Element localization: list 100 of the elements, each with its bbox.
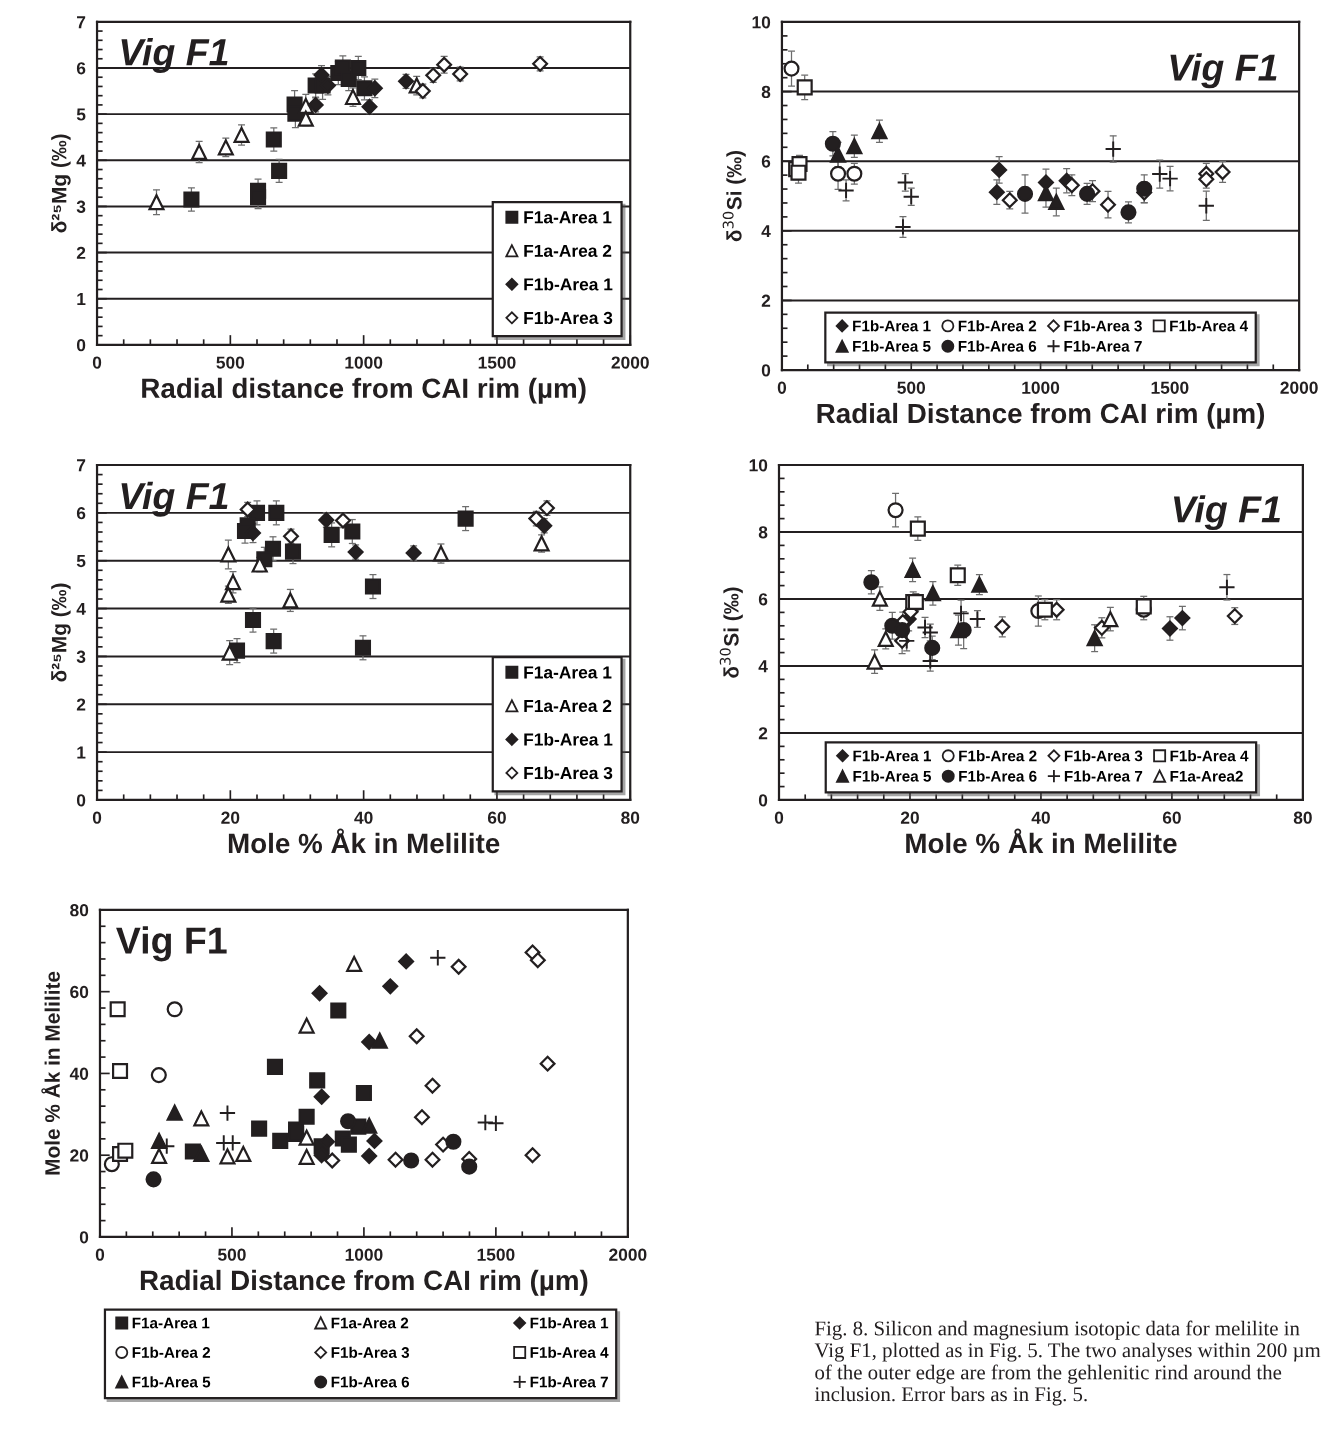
x-tick-label: 60 (487, 811, 506, 824)
x-tick-label: 0 (95, 1248, 105, 1261)
legend-label: F1b-Area 6 (331, 1376, 410, 1388)
y-tick-label: 8 (761, 85, 771, 99)
x-tick-label: 40 (1031, 811, 1050, 824)
text: Vig F1 (1173, 495, 1280, 531)
y-tick-label: 2 (761, 294, 771, 307)
y-tick-label: 7 (77, 459, 86, 472)
y-tick-label: 2 (76, 246, 86, 259)
legend-label: F1b-Area 7 (1064, 340, 1142, 352)
x-tick-label: 60 (1162, 811, 1181, 824)
x-tick-label: 80 (621, 811, 640, 824)
x-axis-title: Radial Distance from CAI rim (µm) (817, 402, 1265, 429)
y-tick-label: 1 (77, 293, 86, 306)
y-tick-label: 0 (761, 364, 771, 377)
x-tick-label: 40 (354, 811, 373, 824)
x-tick-label: 0 (774, 811, 784, 824)
x-tick-label: 500 (897, 381, 926, 394)
x-tick-label: 20 (900, 811, 919, 824)
legend-label: F1a-Area 2 (524, 244, 612, 257)
y-tick-label: 2 (76, 698, 86, 711)
y-tick-label: 4 (76, 154, 86, 167)
legend-label: F1b-Area 1 (524, 732, 613, 746)
chart-title: Vig F1 (116, 926, 227, 962)
legend-label: F1b-Area 5 (132, 1376, 211, 1388)
caption: Fig. 8. Silicon and magnesium isotopic data for melilite in Vig F1, plotted as in Fig. 5. The two analyses within 200 µm of the outer edge are from the gehlenitic rind around the inclusion. Error bars as in Fig. 5. (814, 1320, 1321, 1406)
y-tick-label: 0 (79, 1231, 89, 1244)
y-tick-label: 6 (761, 155, 771, 168)
legend-label: F1b-Area 1 (853, 320, 931, 332)
y-tick-label: 6 (76, 62, 86, 75)
y-tick-label: 10 (752, 16, 771, 29)
y-tick-label: 8 (758, 526, 768, 539)
y-tick-label: 0 (76, 339, 86, 352)
x-tick-label: 2000 (609, 1248, 647, 1261)
y-axis-title: δ²⁵Mg (‰) (51, 583, 71, 682)
x-tick-label: 1000 (345, 1248, 383, 1261)
legend-label: F1b-Area 3 (331, 1346, 410, 1358)
legend-label: F1b-Area 5 (853, 770, 932, 782)
y-axis-title: δ$^{30}$Si (‰) (719, 587, 743, 678)
x-tick-label: 0 (92, 811, 102, 824)
legend-label: F1b-Area 3 (1064, 750, 1143, 762)
x-tick-label: 1500 (1151, 381, 1189, 394)
x-tick-label: 1500 (477, 1248, 515, 1261)
x-tick-label: 80 (1293, 811, 1312, 824)
legend-label: F1b-Area 4 (1170, 320, 1249, 332)
legend-label: F1b-Area 2 (958, 320, 1037, 332)
legend-label: F1b-Area 7 (530, 1376, 608, 1388)
x-axis-title: Mole % Åk in Melilite (906, 828, 1177, 854)
legend-label: F1b-Area 2 (132, 1346, 211, 1358)
y-tick-label: 10 (749, 459, 768, 472)
y-tick-label: 4 (761, 225, 771, 238)
y-tick-label: 5 (76, 108, 86, 121)
y-tick-label: 3 (76, 650, 86, 663)
y-tick-label: 4 (758, 660, 768, 673)
legend-label: F1b-Area 4 (1170, 750, 1249, 762)
x-tick-label: 500 (216, 356, 245, 369)
legend-label: F1b-Area 3 (524, 311, 613, 325)
legend-label: F1a-Area 1 (524, 211, 612, 224)
y-axis-title: Mole % Åk in Melilite (41, 971, 60, 1175)
chart-title: Vig F1 (121, 37, 228, 73)
chart-title: Vig F1 (121, 481, 228, 517)
legend-label: F1b-Area 3 (1064, 320, 1142, 332)
x-axis-title: Radial Distance from CAI rim (µm) (140, 1269, 588, 1296)
y-tick-label: 80 (70, 904, 89, 917)
legend-label: F1a-Area 1 (524, 666, 612, 679)
legend-label: F1b-Area 1 (524, 277, 613, 291)
y-tick-label: 3 (76, 200, 86, 213)
legend-label: F1a-Area2 (1170, 770, 1243, 782)
legend-label: F1b-Area 1 (853, 750, 932, 762)
y-tick-label: 2 (758, 727, 768, 740)
y-tick-label: 6 (758, 593, 768, 606)
x-tick-label: 2000 (611, 356, 649, 369)
text: Vig F1 (1170, 53, 1277, 89)
x-axis-title: Mole % Åk in Melilite (228, 828, 500, 854)
legend-label: F1b-Area 6 (958, 340, 1037, 352)
x-tick-label: 0 (92, 356, 102, 369)
y-axis-title: δ²⁵Mg (‰) (51, 134, 71, 233)
x-tick-label: 1000 (1022, 381, 1060, 394)
legend-label: F1b-Area 5 (853, 340, 931, 352)
y-axis-title: δ$^{30}$Si (‰) (722, 151, 746, 242)
x-tick-label: 1000 (345, 356, 383, 369)
legend-label: F1a-Area 2 (524, 699, 612, 713)
x-tick-label: 1500 (478, 356, 516, 369)
legend-label: F1b-Area 3 (524, 766, 613, 780)
legend-label: F1b-Area 7 (1064, 770, 1143, 782)
y-tick-label: 5 (76, 555, 86, 568)
x-axis-title: Radial distance from CAI rim (µm) (142, 377, 586, 404)
x-tick-label: 0 (777, 381, 787, 394)
legend-label: F1b-Area 4 (530, 1346, 609, 1358)
y-tick-label: 20 (70, 1149, 89, 1162)
y-tick-label: 6 (76, 507, 86, 520)
x-tick-label: 2000 (1280, 381, 1318, 394)
legend-label: F1b-Area 1 (530, 1317, 609, 1329)
y-tick-label: 60 (70, 985, 89, 999)
legend-label: F1a-Area 2 (331, 1317, 409, 1329)
x-tick-label: 20 (221, 811, 240, 824)
y-tick-label: 0 (758, 794, 768, 807)
y-tick-label: 40 (69, 1067, 89, 1080)
y-tick-label: 0 (76, 794, 86, 807)
legend-label: F1b-Area 2 (959, 750, 1037, 762)
